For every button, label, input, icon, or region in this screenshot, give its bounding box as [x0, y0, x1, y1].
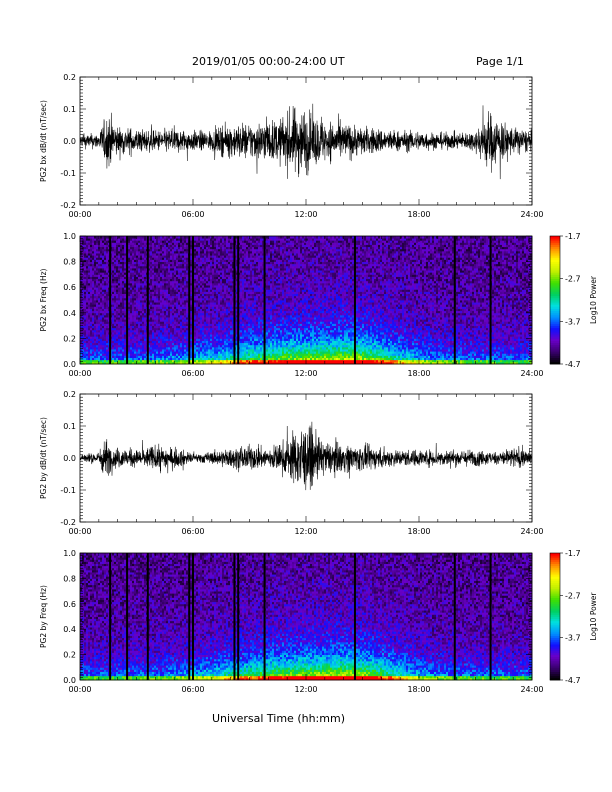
y-tick-label: -0.1 [60, 169, 76, 178]
y-axis-label: PG2 bx dB/dt (nT/sec) [39, 100, 48, 182]
x-tick-label: 24:00 [520, 210, 543, 219]
y-tick-label: 0.2 [63, 73, 76, 82]
series-line [80, 104, 532, 179]
x-tick-label: 00:00 [68, 210, 91, 219]
y-tick-label: 0.0 [63, 137, 76, 146]
x-tick-label: 12:00 [294, 210, 317, 219]
x-tick-label: 06:00 [181, 210, 204, 219]
y-tick-label: 0.1 [63, 105, 76, 114]
y-tick-label: -0.2 [60, 201, 76, 210]
x-tick-label: 18:00 [407, 210, 430, 219]
